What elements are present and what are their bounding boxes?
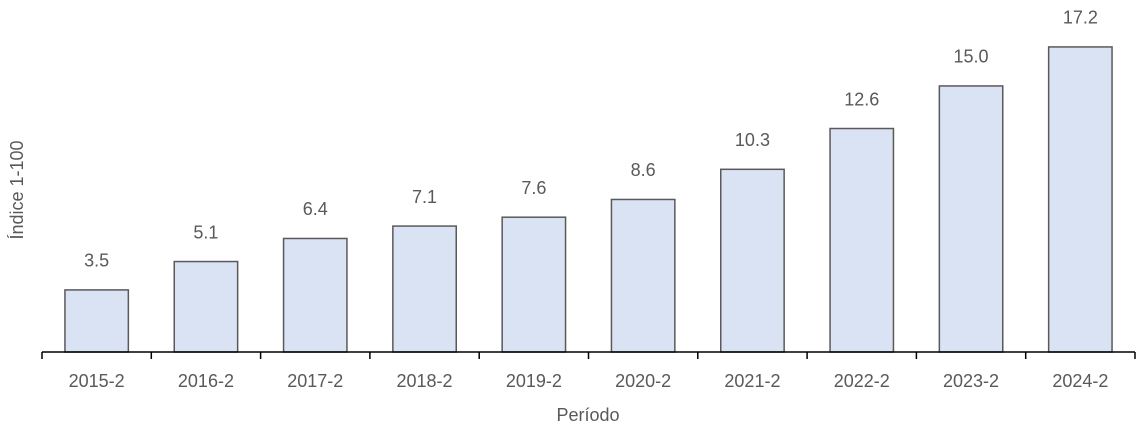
x-tick-label: 2023-2: [943, 371, 999, 391]
x-tick-label: 2019-2: [506, 371, 562, 391]
bar: [720, 168, 785, 353]
data-label: 6.4: [303, 199, 328, 219]
bar: [282, 237, 348, 353]
x-tick-label: 2022-2: [834, 371, 890, 391]
x-tick-label: 2017-2: [287, 371, 343, 391]
data-label: 7.6: [521, 178, 546, 198]
data-label: 8.6: [631, 160, 656, 180]
data-label: 7.1: [412, 187, 437, 207]
x-tick-label: 2015-2: [69, 371, 125, 391]
data-label: 17.2: [1063, 8, 1098, 28]
x-tick-label: 2021-2: [724, 371, 780, 391]
data-label: 5.1: [193, 222, 218, 242]
bar: [610, 198, 676, 353]
x-tick-label: 2020-2: [615, 371, 671, 391]
x-tick-label: 2016-2: [178, 371, 234, 391]
bar: [392, 225, 457, 353]
bar: [501, 216, 567, 353]
bar: [1047, 46, 1113, 353]
data-label: 12.6: [844, 89, 879, 109]
bar: [829, 127, 895, 353]
data-label: 3.5: [84, 251, 109, 271]
x-tick-label: 2018-2: [397, 371, 453, 391]
x-axis-label: Período: [556, 405, 619, 425]
x-tick-label: 2024-2: [1052, 371, 1108, 391]
y-axis-label: Índice 1-100: [7, 140, 27, 239]
bar: [938, 85, 1004, 353]
bar: [173, 260, 239, 353]
data-label: 15.0: [954, 47, 989, 67]
bar: [64, 289, 130, 353]
data-label: 10.3: [735, 130, 770, 150]
